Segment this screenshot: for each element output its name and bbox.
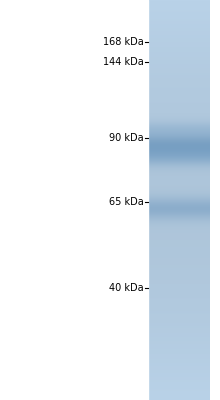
- Text: 65 kDa: 65 kDa: [109, 197, 144, 207]
- Text: 168 kDa: 168 kDa: [103, 37, 144, 47]
- Text: 40 kDa: 40 kDa: [109, 283, 144, 293]
- Text: 90 kDa: 90 kDa: [109, 133, 144, 143]
- Text: 144 kDa: 144 kDa: [103, 57, 144, 67]
